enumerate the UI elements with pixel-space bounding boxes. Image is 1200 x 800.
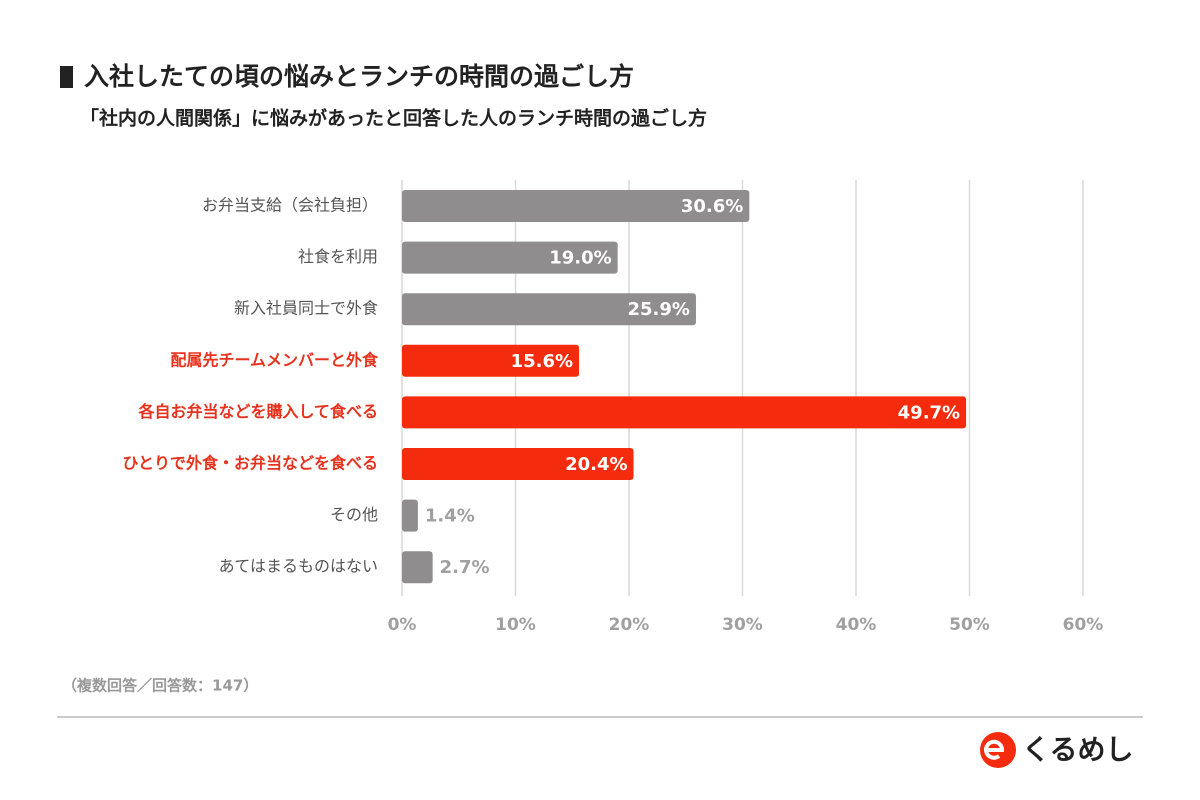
category-label: ひとりで外食・お弁当などを食べる — [122, 454, 378, 473]
bar — [402, 499, 418, 532]
category-label: 配属先チームメンバーと外食 — [170, 350, 379, 369]
x-tick-label: 50% — [949, 615, 990, 635]
x-tick-label: 30% — [722, 615, 763, 635]
category-label: その他 — [330, 505, 378, 524]
value-label: 49.7% — [898, 402, 960, 423]
value-label: 30.6% — [681, 196, 743, 217]
bar — [402, 551, 433, 584]
bar — [402, 190, 750, 222]
note: （複数回答／回答数：147） — [62, 677, 258, 695]
logo-glyph — [984, 739, 1005, 760]
bar — [402, 293, 696, 326]
value-label: 15.6% — [511, 351, 573, 372]
x-tick-label: 40% — [836, 615, 877, 635]
category-label: 新入社員同士で外食 — [234, 299, 378, 318]
x-tick-label: 10% — [495, 615, 536, 635]
category-label: お弁当支給（会社負担） — [202, 196, 378, 215]
plot: 0% 10% 20% 30% 40% 50% 60% お弁当支給（会社負担） 30.6% 社食を利… — [122, 180, 1103, 635]
value-label: 19.0% — [549, 248, 611, 269]
category-label: あてはまるものはない — [219, 557, 378, 576]
bar — [402, 448, 634, 480]
category-label: 社食を利用 — [298, 247, 378, 266]
value-label: 20.4% — [565, 454, 627, 475]
bar — [402, 396, 967, 429]
chart-subtitle: 「社内の人間関係」に悩みがあったと回答した人のランチ時間の過ごし方 — [80, 107, 707, 130]
value-label: 25.9% — [628, 299, 690, 320]
brand: くるめし — [1022, 733, 1133, 766]
category-label: 各自お弁当などを購入して食べる — [137, 402, 378, 421]
bar — [402, 241, 618, 274]
value-label: 1.4% — [425, 506, 475, 527]
bar — [402, 344, 580, 377]
chart-title: 入社したての頃の悩みとランチの時間の過ごし方 — [84, 62, 634, 91]
x-tick-label: 60% — [1063, 615, 1104, 635]
title-marker — [60, 66, 73, 88]
value-label: 2.7% — [440, 557, 490, 578]
x-tick-label: 20% — [609, 615, 650, 635]
x-tick-label: 0% — [388, 615, 417, 635]
